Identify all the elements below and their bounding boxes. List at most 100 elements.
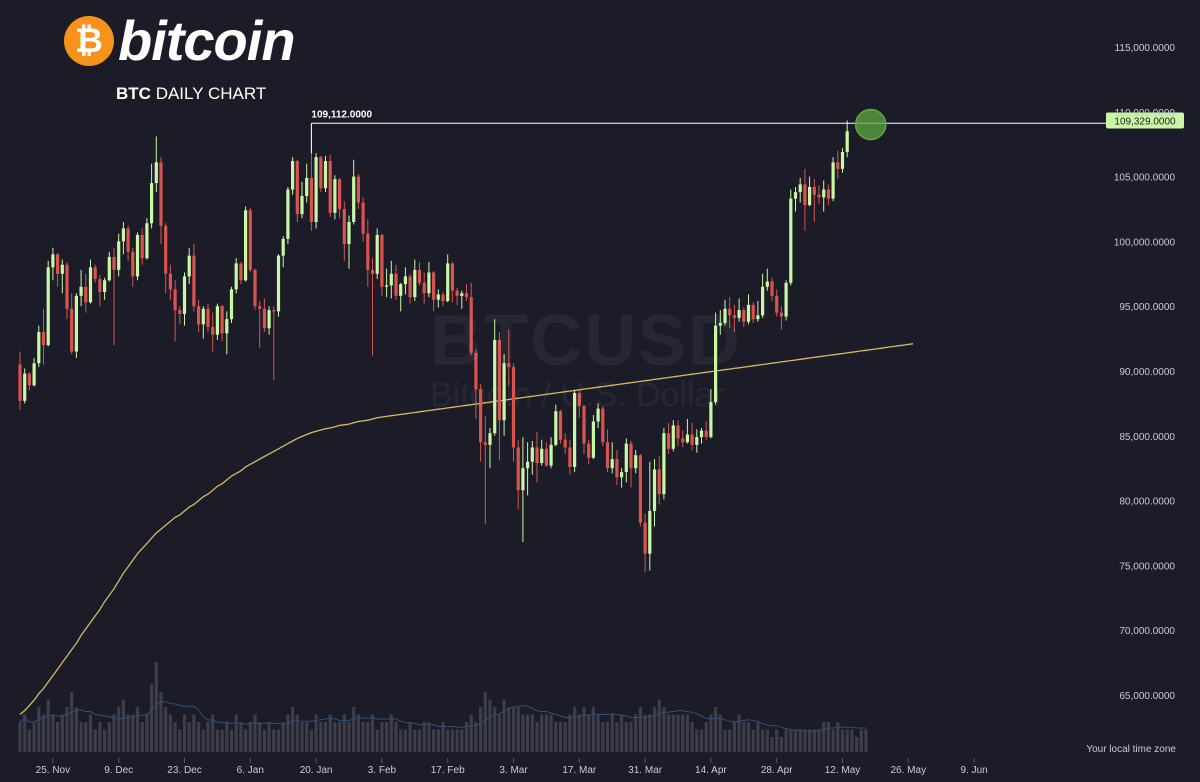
candle-body bbox=[563, 439, 567, 448]
volume-bar bbox=[718, 714, 722, 752]
candle-body bbox=[126, 228, 130, 252]
candle-body bbox=[178, 310, 182, 314]
candle-body bbox=[187, 255, 191, 277]
candle-body bbox=[817, 194, 821, 198]
candle-body bbox=[723, 308, 727, 324]
volume-bar bbox=[540, 714, 544, 752]
volume-bar bbox=[356, 714, 360, 752]
candle-body bbox=[511, 367, 516, 448]
volume-bar bbox=[323, 722, 328, 752]
volume-bar bbox=[671, 714, 675, 752]
volume-bar bbox=[826, 722, 830, 752]
candle-body bbox=[380, 234, 384, 287]
candle-body bbox=[497, 339, 501, 421]
volume-bar bbox=[408, 722, 412, 752]
candle-body bbox=[554, 411, 558, 445]
volume-bar bbox=[676, 714, 680, 752]
volume-bar bbox=[107, 722, 111, 752]
candle-body bbox=[709, 402, 713, 438]
volume-bar bbox=[521, 714, 525, 752]
candle-body bbox=[333, 179, 337, 213]
candle-body bbox=[145, 223, 149, 259]
y-tick-label: 70,000.0000 bbox=[1119, 626, 1175, 637]
candle-body bbox=[347, 221, 351, 244]
candle-body bbox=[610, 459, 614, 469]
volume-bar bbox=[70, 692, 74, 752]
volume-bar bbox=[502, 699, 506, 752]
volume-bar bbox=[309, 729, 313, 752]
candle-body bbox=[798, 184, 802, 193]
volume-bar bbox=[511, 707, 516, 752]
candle-body bbox=[591, 421, 595, 458]
volume-bar bbox=[742, 722, 746, 752]
volume-bar bbox=[751, 729, 755, 752]
candle-body bbox=[699, 430, 704, 438]
volume-bar bbox=[300, 722, 304, 752]
candle-body bbox=[338, 179, 342, 209]
volume-bar bbox=[798, 729, 802, 752]
volume-bar bbox=[328, 714, 332, 752]
volume-bar bbox=[634, 714, 638, 752]
volume-bar bbox=[32, 722, 36, 752]
candle-body bbox=[784, 282, 788, 317]
volume-bar bbox=[479, 707, 483, 752]
candle-body bbox=[469, 297, 473, 353]
x-tick-label: 31. Mar bbox=[628, 765, 663, 776]
candle-body bbox=[314, 157, 318, 222]
volume-bar bbox=[624, 722, 628, 752]
candle-body bbox=[164, 225, 168, 274]
candle-body bbox=[577, 393, 581, 406]
volume-bar bbox=[239, 722, 243, 752]
candle-body bbox=[808, 186, 812, 206]
volume-bar bbox=[469, 714, 473, 752]
volume-bar bbox=[577, 714, 581, 752]
candle-body bbox=[568, 447, 572, 467]
x-tick-label: 20. Jan bbox=[300, 765, 333, 776]
volume-bar bbox=[450, 729, 454, 752]
volume-bar bbox=[117, 707, 121, 752]
candle-body bbox=[323, 161, 328, 189]
volume-bar bbox=[493, 707, 497, 752]
candle-body bbox=[822, 189, 826, 198]
volume-bar bbox=[178, 729, 182, 752]
volume-bar bbox=[370, 714, 375, 752]
candle-body bbox=[836, 162, 840, 169]
candle-body bbox=[70, 308, 74, 352]
candle-body bbox=[812, 186, 816, 195]
volume-bar bbox=[103, 729, 107, 752]
volume-ma-line bbox=[19, 701, 866, 732]
candle-body bbox=[60, 264, 64, 274]
timezone-label[interactable]: Your local time zone bbox=[1086, 744, 1176, 755]
candle-body bbox=[403, 276, 407, 285]
candle-body bbox=[840, 151, 845, 169]
volume-bar bbox=[37, 707, 41, 752]
candle-body bbox=[779, 312, 783, 317]
candle-body bbox=[446, 263, 450, 302]
volume-bar bbox=[206, 722, 210, 752]
x-tick-label: 12. May bbox=[825, 765, 861, 776]
volume-bar bbox=[98, 722, 102, 752]
current-price-label: 109,329.0000 bbox=[1114, 116, 1176, 127]
volume-bar bbox=[314, 714, 318, 752]
volume-bar bbox=[761, 729, 765, 752]
candle-body bbox=[648, 510, 652, 554]
volume-bar bbox=[704, 722, 708, 752]
volume-bar bbox=[281, 722, 285, 752]
candle-body bbox=[215, 306, 219, 335]
volume-bar bbox=[121, 699, 125, 752]
volume-bar bbox=[272, 729, 276, 752]
volume-bar bbox=[60, 714, 64, 752]
volume-bar bbox=[793, 729, 798, 752]
y-tick-label: 65,000.0000 bbox=[1119, 691, 1175, 702]
x-tick-label: 23. Dec bbox=[167, 765, 201, 776]
candle-body bbox=[761, 286, 765, 316]
candle-body bbox=[737, 310, 741, 318]
candle-body bbox=[601, 408, 605, 443]
volume-bar bbox=[258, 722, 262, 752]
volume-bar bbox=[79, 722, 83, 752]
volume-bar bbox=[211, 714, 215, 752]
candle-body bbox=[488, 433, 492, 445]
candle-body bbox=[695, 437, 699, 445]
